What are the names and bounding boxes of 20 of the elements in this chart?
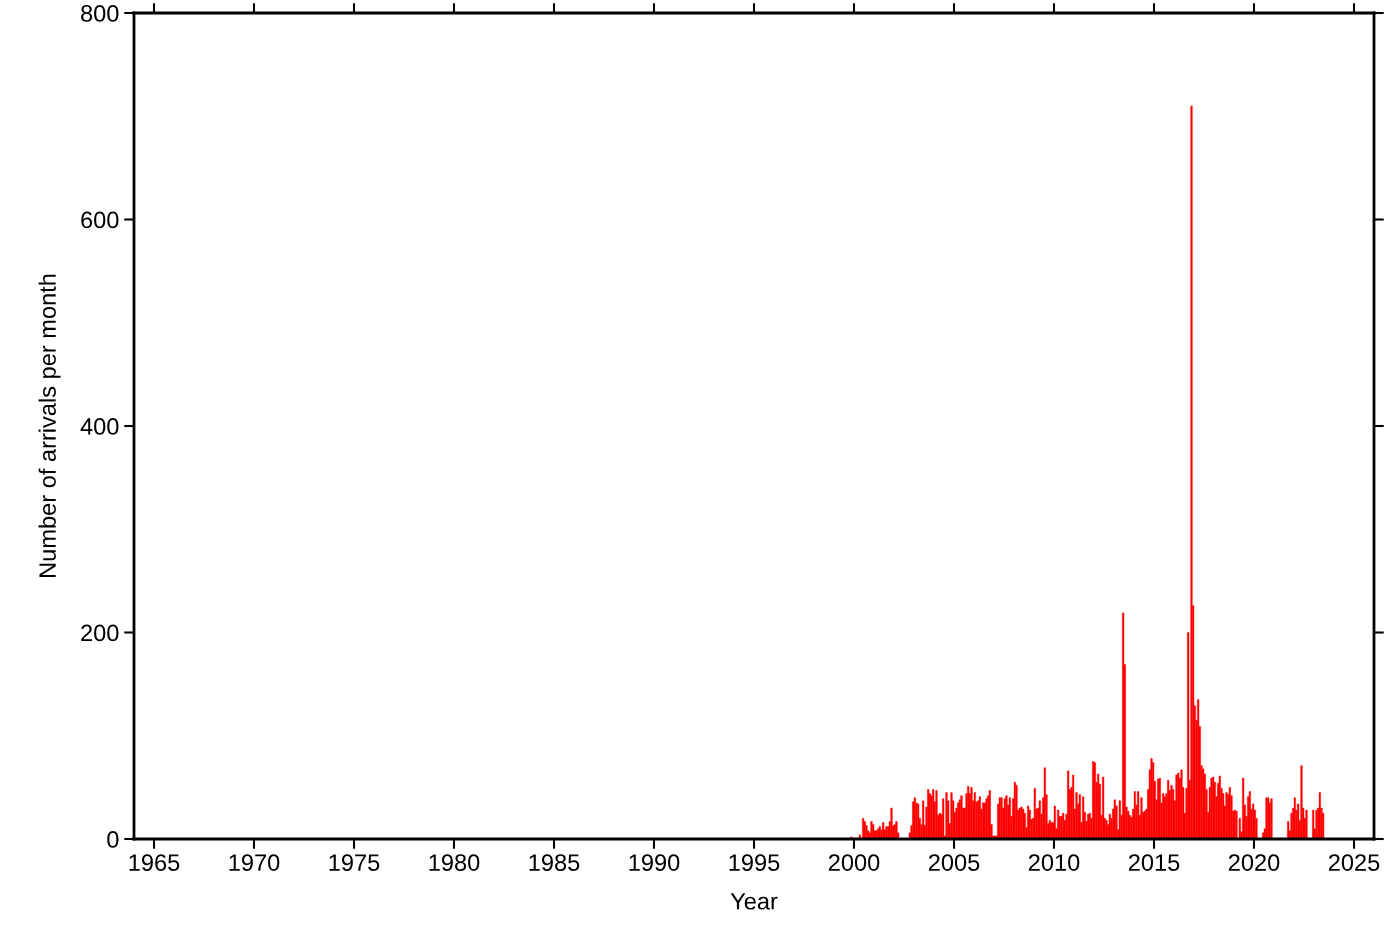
y-tick-label: 0 (107, 831, 119, 848)
x-tick-label: 2015 (1128, 854, 1180, 871)
x-tick-label: 1985 (529, 854, 580, 871)
y-axis-title: Number of arrivals per month (38, 274, 61, 577)
x-tick-label: 1995 (729, 854, 780, 871)
y-tick-label: 400 (80, 418, 119, 435)
x-tick-label: 2020 (1228, 854, 1280, 871)
y-tick-label: 200 (81, 624, 119, 642)
x-tick-label: 2000 (828, 854, 880, 871)
x-tick-label: 1970 (229, 854, 280, 871)
y-tick-label: 800 (81, 5, 119, 22)
x-tick-label: 2010 (1028, 854, 1080, 871)
x-tick-label: 1975 (329, 854, 380, 871)
y-tick-label: 600 (81, 211, 119, 229)
x-axis-title: Year (730, 893, 778, 910)
x-tick-label: 2005 (928, 854, 980, 871)
x-tick-label: 1965 (129, 854, 180, 871)
x-tick-label: 1980 (429, 854, 480, 871)
x-tick-label: 2025 (1328, 854, 1380, 871)
x-tick-label: 1990 (629, 854, 680, 871)
